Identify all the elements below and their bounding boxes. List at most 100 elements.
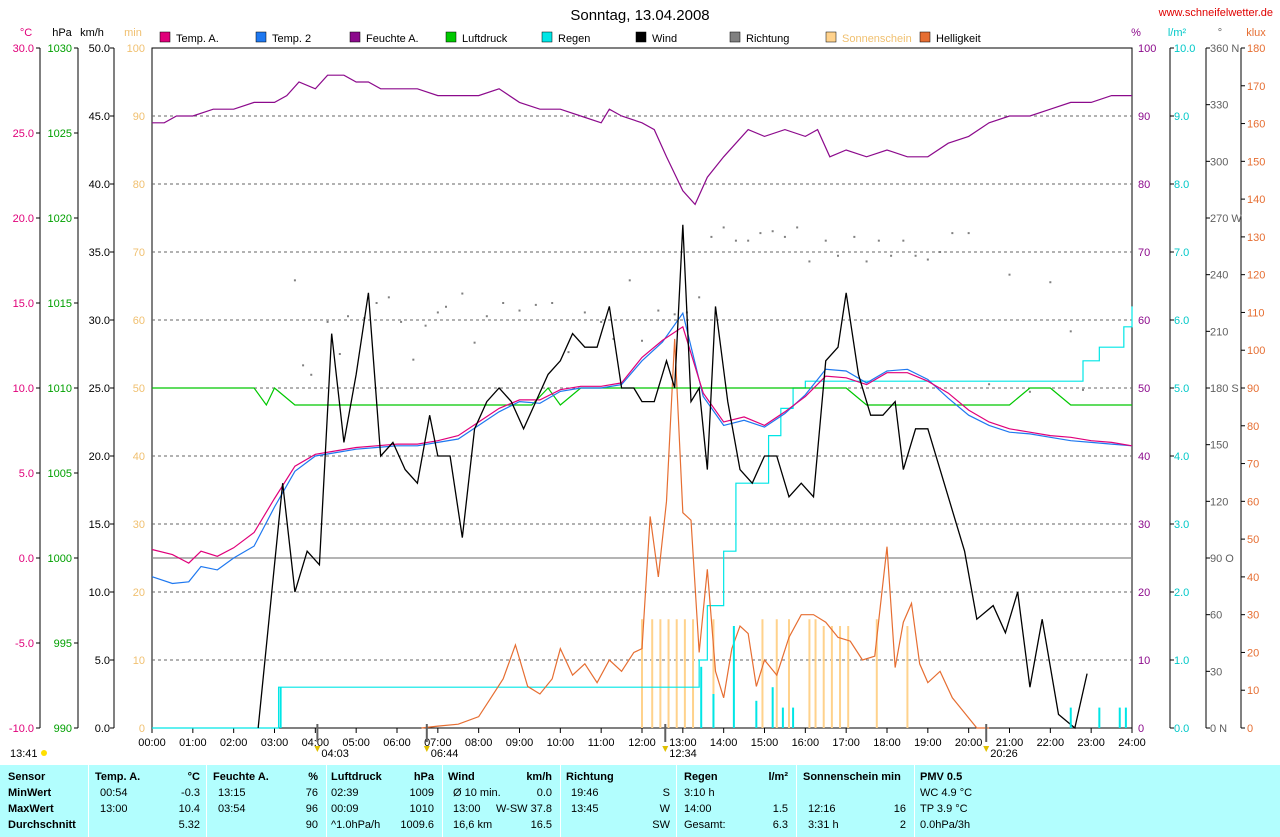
pressure-tick-label: 1005	[48, 468, 72, 480]
point-richtung	[600, 320, 603, 323]
wind-tick-label: 40.0	[89, 179, 110, 191]
row-label: Durchschnitt	[8, 819, 76, 831]
lux-tick-label: 20	[1247, 647, 1259, 659]
pressure-tick-label: 1015	[48, 298, 72, 310]
point-richtung	[771, 230, 774, 233]
sun-icon	[41, 750, 47, 756]
dir-time: 19:46	[571, 787, 599, 799]
pressure-tick-label: 1000	[48, 553, 72, 565]
x-tick-label: 17:00	[832, 737, 860, 749]
point-richtung	[473, 341, 476, 344]
lux-tick-label: 50	[1247, 534, 1259, 546]
marker-arrow-icon	[983, 746, 990, 752]
humidity-tick-label: 70	[1138, 247, 1150, 259]
marker-arrow-icon	[662, 746, 669, 752]
lux-tick-label: 110	[1247, 307, 1265, 319]
header-wind: Wind	[448, 771, 475, 783]
point-richtung	[310, 373, 313, 376]
temp-tick-label: 20.0	[13, 213, 34, 225]
legend-label-sonnenschein: Sonnenschein	[842, 33, 912, 45]
wind-value: 0.0	[536, 787, 552, 799]
dir-value: W	[659, 803, 670, 815]
pressure-unit: hPa	[52, 27, 72, 39]
pmv-value: WC 4.9 °C	[920, 787, 973, 799]
page-title: Sonntag, 13.04.2008	[570, 7, 709, 24]
temp-unit: °C	[20, 27, 32, 39]
x-tick-label: 03:00	[261, 737, 289, 749]
point-richtung	[628, 279, 631, 282]
line-helligkeit	[421, 338, 990, 729]
humidity-tick-label: 40	[1138, 451, 1150, 463]
lux-tick-label: 160	[1247, 119, 1265, 131]
legend-swatch-wind	[635, 31, 647, 43]
statistics-table: Sensor Temp. A. °C Feuchte A.% Luftdruck hPa W…	[0, 765, 1280, 837]
point-richtung	[710, 235, 713, 238]
pressure-tick-label: 990	[54, 723, 72, 735]
dir-tick-label: 120	[1210, 496, 1228, 508]
point-richtung	[583, 311, 586, 314]
point-richtung	[502, 302, 505, 304]
line-wind	[257, 224, 1088, 730]
humidity-tick-label: 0	[1138, 723, 1144, 735]
point-richtung	[338, 353, 341, 355]
dir-value: SW	[652, 819, 670, 831]
point-richtung	[1049, 281, 1052, 284]
press-value: 1009.6	[400, 819, 434, 831]
dir-value: S	[662, 787, 670, 799]
sunmin-tick-label: 90	[133, 111, 145, 123]
rain-tick-label: 7.0	[1174, 247, 1189, 259]
point-richtung	[551, 302, 554, 304]
rain-tick-label: 6.0	[1174, 315, 1189, 327]
point-richtung	[722, 226, 725, 229]
x-tick-label: 18:00	[873, 737, 901, 749]
rain-tick-label: 3.0	[1174, 519, 1189, 531]
header-hum: Feuchte A.	[213, 771, 269, 783]
x-tick-label: 22:00	[1037, 737, 1065, 749]
point-richtung	[759, 232, 762, 235]
press-time: ^1.0hPa/h	[331, 819, 381, 831]
point-richtung	[837, 254, 839, 257]
point-richtung	[657, 309, 660, 312]
line-luftdruck	[152, 387, 1132, 407]
header-temp-unit: °C	[187, 771, 200, 783]
lux-tick-label: 180	[1247, 43, 1265, 55]
legend-label-richtung: Richtung	[746, 33, 789, 45]
header-temp: Temp. A.	[95, 771, 141, 783]
weather-chart: Sonntag, 13.04.2008 www.schneifelwetter.d…	[9, 7, 1273, 760]
point-richtung	[951, 232, 954, 235]
lux-tick-label: 140	[1247, 194, 1265, 206]
x-tick-label: 07:00	[424, 737, 452, 749]
marker-label: 04:03	[321, 748, 349, 760]
legend-swatch-regen	[541, 31, 553, 43]
table-separator	[326, 765, 327, 837]
rain-tick-label: 1.0	[1174, 655, 1189, 667]
sun-value: 2	[899, 819, 906, 831]
temp-tick-label: 10.0	[13, 383, 34, 395]
legend-label-wind: Wind	[652, 33, 677, 45]
hum-value: 96	[305, 803, 318, 815]
point-richtung	[375, 302, 378, 304]
point-richtung	[914, 254, 917, 257]
humidity-tick-label: 10	[1138, 655, 1150, 667]
dir-time: 13:45	[571, 803, 599, 815]
header-press: Luftdruck	[331, 771, 382, 783]
lux-tick-label: 170	[1247, 81, 1265, 93]
legend-label-temp_2: Temp. 2	[272, 33, 311, 45]
point-richtung	[424, 324, 427, 327]
pressure-tick-label: 1010	[48, 383, 72, 395]
table-separator	[796, 765, 797, 837]
point-richtung	[967, 232, 970, 235]
legend-swatch-luftdruck	[445, 31, 457, 43]
wind-tick-label: 30.0	[89, 315, 110, 327]
point-richtung	[1008, 273, 1011, 276]
header-dir: Richtung	[566, 771, 614, 783]
row-label: MaxWert	[8, 803, 54, 815]
x-tick-label: 24:00	[1118, 737, 1146, 749]
point-richtung	[902, 239, 905, 242]
legend-label-temp_a: Temp. A.	[176, 33, 219, 45]
header-sensor: Sensor	[8, 771, 46, 783]
wind-info: 16,6 km	[453, 819, 493, 831]
point-richtung	[808, 260, 811, 263]
point-richtung	[412, 358, 415, 361]
hum-time: 03:54	[218, 803, 246, 815]
